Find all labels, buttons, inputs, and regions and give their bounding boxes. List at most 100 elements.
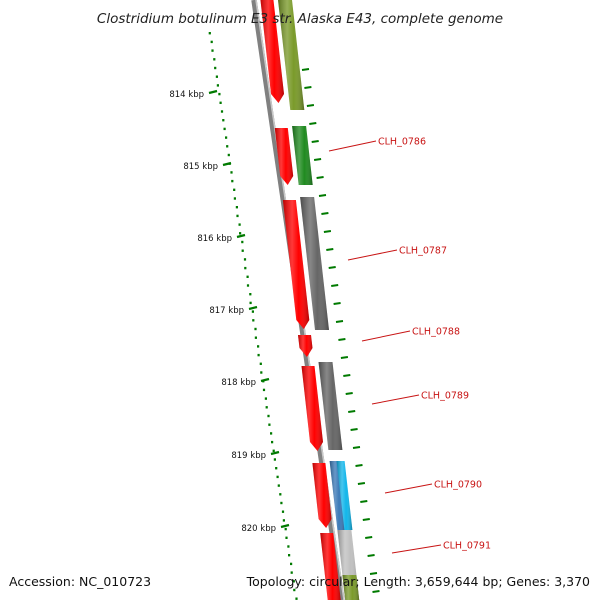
gc-skew-dot — [288, 554, 291, 557]
gc-skew-dot — [227, 153, 230, 157]
minor-tick — [311, 140, 319, 143]
gc-skew-dot — [254, 327, 257, 331]
gene-callout-line — [384, 483, 433, 494]
cds-arrow-7 — [320, 533, 341, 600]
minor-tick — [321, 212, 329, 215]
gc-skew-dot — [262, 388, 266, 392]
kbp-tick — [222, 161, 232, 167]
gene-label: CLH_0788 — [412, 327, 460, 338]
gc-skew-dot — [220, 110, 224, 113]
gene-label: CLH_0787 — [399, 246, 447, 257]
gene-callout-line — [328, 140, 377, 152]
gc-skew-dot — [285, 536, 288, 539]
minor-tick — [333, 302, 341, 305]
gc-skew-dot — [219, 101, 222, 104]
kbp-tick — [248, 305, 258, 311]
minor-tick — [340, 356, 349, 359]
map-title: Clostridium botulinum E3 str. Alaska E43… — [97, 11, 503, 27]
minor-tick — [350, 428, 358, 431]
minor-tick — [335, 320, 344, 323]
cds-arrow-7-shading — [320, 533, 341, 600]
gene-label: CLH_0791 — [443, 541, 491, 552]
minor-tick — [326, 248, 334, 251]
gc-skew-dot — [271, 440, 274, 444]
gc-skew-dot — [284, 527, 287, 531]
gene-callout-line — [391, 544, 442, 554]
minor-tick — [316, 176, 324, 179]
gc-skew-dot — [257, 345, 260, 348]
cds-arrow-3-shading — [282, 200, 310, 329]
genome-stats-label: Topology: circular; Length: 3,659,644 bp… — [246, 574, 590, 589]
cds-arrow-6 — [312, 463, 332, 528]
minor-tick — [328, 266, 336, 269]
gc-skew-dot — [216, 84, 219, 87]
cog-block-gray-3 — [300, 197, 329, 330]
gc-skew-dot — [246, 284, 250, 287]
gc-skew-dot — [276, 475, 279, 479]
gc-skew-dot — [226, 145, 229, 148]
gc-skew-dot — [236, 214, 239, 218]
minor-tick — [323, 230, 332, 233]
minor-tick — [309, 122, 317, 125]
minor-tick — [343, 374, 351, 377]
gene-callout-line — [347, 249, 398, 261]
gene-callout-line — [371, 394, 420, 405]
position-ticks: 814 kbp 815 kbp 816 kbp 817 kbp 818 kbp 819 k… — [169, 68, 380, 593]
cds-arrow-5-shading — [301, 366, 323, 451]
minor-tick — [301, 68, 310, 71]
gc-skew-dot — [223, 127, 226, 131]
minor-tick — [369, 572, 378, 575]
cog-block-gray-3-shading — [300, 197, 329, 330]
gc-skew-dot — [273, 458, 276, 461]
kbp-tick — [208, 89, 218, 95]
kbp-label: 816 kbp — [197, 234, 232, 244]
cog-block-olive-8-shading — [342, 575, 360, 600]
kbp-label: 814 kbp — [169, 90, 204, 100]
kbp-label: 819 kbp — [231, 451, 266, 461]
gene-callout-line — [361, 330, 411, 342]
gc-skew-dot — [260, 371, 263, 374]
cds-arrow-1 — [260, 0, 284, 103]
cog-block-olive-8 — [342, 575, 360, 600]
kbp-tick — [236, 233, 246, 239]
gc-skew-dot — [264, 397, 267, 400]
gc-skew-dot — [214, 66, 217, 70]
gc-skew-dot — [268, 423, 271, 426]
cds-arrow-3 — [282, 200, 310, 329]
minor-tick — [304, 86, 312, 89]
gc-skew-dot — [272, 449, 275, 452]
minor-tick — [355, 464, 363, 467]
minor-tick — [306, 104, 315, 107]
cog-block-green-2 — [292, 126, 313, 185]
gc-skew-dot — [280, 501, 283, 505]
cds-arrow-1-shading — [260, 0, 284, 103]
cog-block-olive-1 — [278, 0, 305, 110]
gc-skew-dot — [208, 32, 211, 35]
cds-arrow-6-shading — [312, 463, 332, 528]
minor-tick — [338, 338, 346, 341]
gc-skew-dot — [277, 484, 280, 487]
gc-skew-dot — [246, 275, 249, 278]
minor-tick — [367, 554, 375, 557]
gene-label: CLH_0790 — [434, 480, 482, 491]
cog-block-blue-5 — [329, 461, 346, 530]
kbp-label: 817 kbp — [209, 306, 244, 316]
gc-skew-dot — [241, 240, 244, 244]
gc-skew-dot — [292, 580, 295, 583]
minor-tick — [362, 518, 370, 521]
cog-block-blue-5-shading — [329, 461, 346, 530]
gc-skew-dot — [270, 432, 273, 435]
gc-skew-dot — [211, 49, 214, 52]
gc-skew-dot — [281, 510, 285, 513]
gc-skew-dot — [282, 519, 285, 522]
minor-tick — [348, 410, 356, 413]
kbp-label: 815 kbp — [183, 162, 218, 172]
gc-skew-dot — [222, 119, 225, 122]
gc-skew-dot — [295, 597, 298, 600]
cog-block-gray-4 — [318, 362, 343, 450]
gc-skew-dot — [293, 588, 296, 592]
cog-block-cyan-6-shading — [336, 461, 353, 530]
gc-skew-dot — [257, 353, 260, 357]
gc-skew-dot — [267, 414, 270, 418]
